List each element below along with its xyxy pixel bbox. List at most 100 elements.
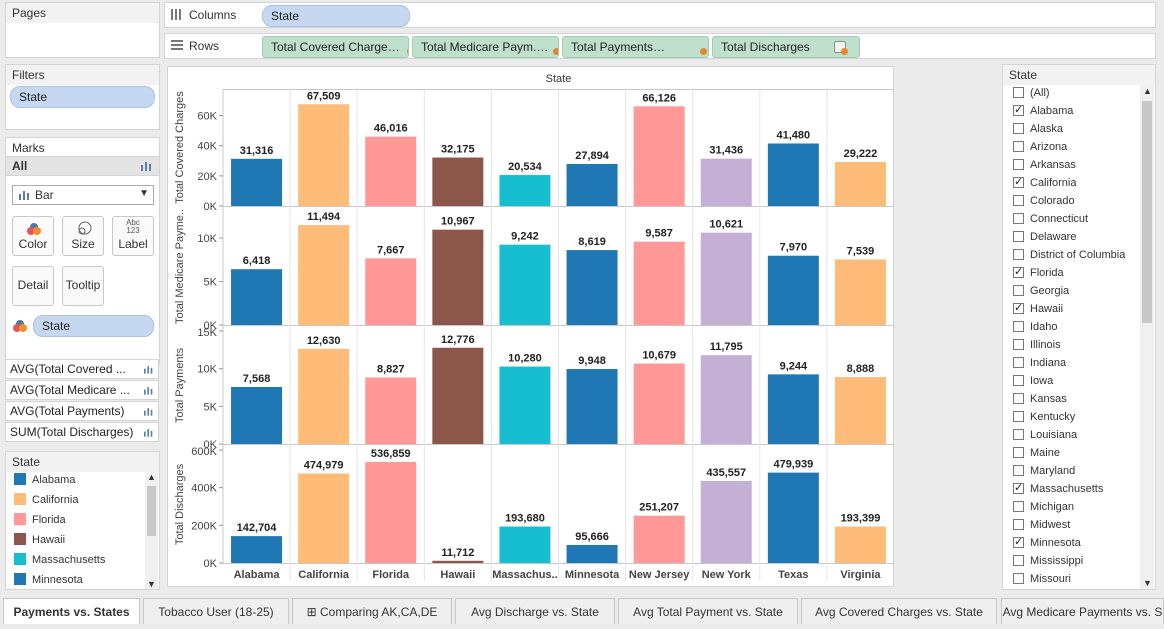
state-filter-item[interactable]: (All)	[1013, 87, 1050, 99]
state-filter-item[interactable]: Mississippi	[1013, 555, 1083, 567]
sheet-tab[interactable]: Tobacco User (18-25)	[143, 598, 289, 624]
state-checkbox[interactable]	[1013, 447, 1024, 458]
state-checkbox[interactable]	[1013, 375, 1024, 386]
state-checkbox[interactable]	[1013, 159, 1024, 170]
state-filter-item[interactable]: Midwest	[1013, 519, 1070, 531]
state-filter-item[interactable]: Colorado	[1013, 195, 1075, 207]
color-button[interactable]: Color	[12, 216, 54, 256]
sheet-tab[interactable]: Avg Discharge vs. State	[455, 598, 615, 624]
state-checkbox[interactable]	[1013, 87, 1024, 98]
data-label: 8,827	[377, 364, 405, 376]
state-filter-item[interactable]: Massachusetts	[1013, 481, 1103, 495]
state-filter-item[interactable]: Georgia	[1013, 285, 1069, 297]
rows-pill-total-payments[interactable]: Total Payments	[562, 36, 709, 58]
state-filter-item[interactable]: Maine	[1013, 447, 1060, 459]
legend-item-label: Florida	[32, 514, 66, 526]
state-checkbox[interactable]	[1013, 103, 1024, 116]
state-filter-item[interactable]: Idaho	[1013, 321, 1058, 333]
state-checkbox[interactable]	[1013, 357, 1024, 368]
marks-panel: Marks All Bar ▼ Color Size Abc 123 Label …	[5, 137, 160, 444]
state-filter-item[interactable]: Indiana	[1013, 357, 1066, 369]
state-checkbox[interactable]	[1013, 285, 1024, 296]
sheet-tab[interactable]: Avg Covered Charges vs. State	[801, 598, 997, 624]
state-filter-item[interactable]: Minnesota	[1013, 535, 1081, 549]
state-checkbox[interactable]	[1013, 535, 1024, 548]
state-checkbox[interactable]	[1013, 429, 1024, 440]
legend-scrollbar[interactable]: ▲ ▼	[145, 472, 158, 589]
rows-pill-total-discharges[interactable]: Total Discharges	[712, 36, 860, 58]
label-button[interactable]: Abc 123 Label	[112, 216, 154, 256]
state-checkbox[interactable]	[1013, 265, 1024, 278]
state-filter-item[interactable]: Missouri	[1013, 573, 1071, 585]
columns-shelf[interactable]: Columns State	[164, 2, 1156, 28]
state-filter-item[interactable]: Alaska	[1013, 123, 1063, 135]
size-button[interactable]: Size	[62, 216, 104, 256]
tooltip-button[interactable]: Tooltip	[62, 266, 104, 306]
state-checkbox[interactable]	[1013, 231, 1024, 242]
agg-covered-charges[interactable]: AVG(Total Covered ...	[5, 359, 159, 379]
sheet-tab[interactable]: ⊞ Comparing AK,CA,DE	[292, 598, 452, 624]
legend-item[interactable]: Alabama	[14, 473, 75, 486]
state-filter-item[interactable]: Alabama	[1013, 103, 1073, 117]
state-filter-item[interactable]: Kansas	[1013, 393, 1067, 405]
sheet-tab[interactable]: Avg Total Payment vs. State	[618, 598, 798, 624]
state-scrollbar[interactable]: ▲ ▼	[1140, 85, 1154, 589]
state-filter-item[interactable]: Kentucky	[1013, 411, 1075, 423]
state-checkbox[interactable]	[1013, 123, 1024, 134]
state-checkbox[interactable]	[1013, 481, 1024, 494]
state-filter-item[interactable]: Illinois	[1013, 339, 1061, 351]
state-filter-item[interactable]: District of Columbia	[1013, 249, 1125, 261]
state-checkbox[interactable]	[1013, 501, 1024, 512]
state-checkbox[interactable]	[1013, 141, 1024, 152]
filter-pill-state[interactable]: State	[10, 86, 155, 108]
agg-total-payments[interactable]: AVG(Total Payments)	[5, 401, 159, 421]
state-filter-item[interactable]: Florida	[1013, 265, 1064, 279]
state-checkbox[interactable]	[1013, 175, 1024, 188]
state-checkbox[interactable]	[1013, 519, 1024, 530]
agg-medicare[interactable]: AVG(Total Medicare ...	[5, 380, 159, 400]
pages-panel: Pages	[5, 2, 160, 58]
state-checkbox[interactable]	[1013, 393, 1024, 404]
rows-pill-medicare-payments[interactable]: Total Medicare Paym..	[412, 36, 559, 58]
state-checkbox[interactable]	[1013, 301, 1024, 314]
state-filter-item[interactable]: Arkansas	[1013, 159, 1076, 171]
state-checkbox[interactable]	[1013, 321, 1024, 332]
state-filter-item[interactable]: Iowa	[1013, 375, 1053, 387]
state-checkbox[interactable]	[1013, 573, 1024, 584]
sheet-tab[interactable]: Payments vs. States	[3, 598, 140, 624]
state-checkbox[interactable]	[1013, 195, 1024, 206]
rows-shelf[interactable]: Rows Total Covered Charges Total Medicar…	[164, 33, 1156, 59]
mark-type-select[interactable]: Bar ▼	[12, 185, 154, 205]
state-filter-item[interactable]: Louisiana	[1013, 429, 1077, 441]
legend-item[interactable]: Minnesota	[14, 573, 83, 586]
state-checkbox[interactable]	[1013, 465, 1024, 476]
legend-item[interactable]: Hawaii	[14, 533, 65, 546]
columns-pill-state[interactable]: State	[262, 5, 410, 27]
state-filter-item[interactable]: Michigan	[1013, 501, 1074, 513]
scrollbar-thumb[interactable]	[1142, 101, 1152, 323]
state-filter-item[interactable]: California	[1013, 175, 1076, 189]
state-filter-item[interactable]: Hawaii	[1013, 301, 1063, 315]
state-filter-item[interactable]: Maryland	[1013, 465, 1075, 477]
state-filter-item[interactable]: Connecticut	[1013, 213, 1088, 225]
color-pill-state[interactable]: State	[33, 315, 154, 337]
bar-chart-icon	[144, 408, 153, 416]
state-filter-item[interactable]: Arizona	[1013, 141, 1067, 153]
legend-item[interactable]: California	[14, 493, 78, 506]
marks-all-row[interactable]: All	[5, 156, 160, 176]
state-checkbox[interactable]	[1013, 213, 1024, 224]
bar	[231, 158, 283, 206]
state-checkbox[interactable]	[1013, 249, 1024, 260]
state-checkbox[interactable]	[1013, 339, 1024, 350]
rows-pill-label: Total Covered Charges	[271, 40, 394, 54]
agg-total-discharges[interactable]: SUM(Total Discharges)	[5, 422, 159, 442]
detail-button[interactable]: Detail	[12, 266, 54, 306]
rows-pill-covered-charges[interactable]: Total Covered Charges	[262, 36, 409, 58]
state-checkbox[interactable]	[1013, 555, 1024, 566]
legend-item[interactable]: Massachusetts	[14, 553, 105, 566]
sheet-tab[interactable]: Avg Medicare Payments vs. S	[1001, 598, 1164, 624]
legend-item[interactable]: Florida	[14, 513, 66, 526]
state-filter-item[interactable]: Delaware	[1013, 231, 1076, 243]
state-checkbox[interactable]	[1013, 411, 1024, 422]
scrollbar-thumb[interactable]	[147, 486, 156, 536]
